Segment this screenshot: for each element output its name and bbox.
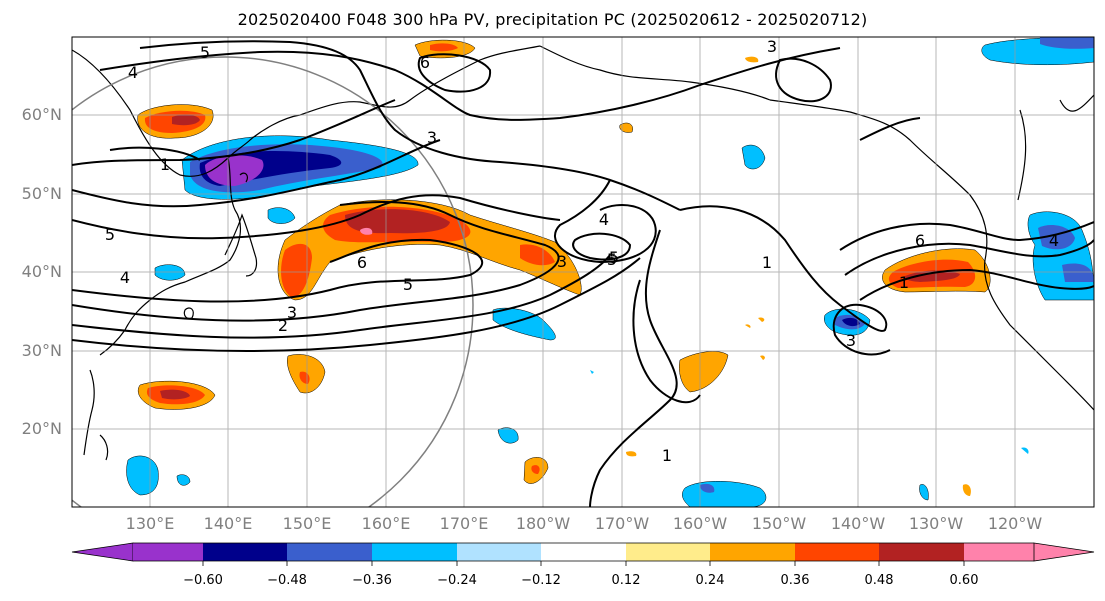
lon-label-150w: 150°W (751, 514, 807, 533)
coastlines (72, 45, 1094, 461)
contour-label: 5 (403, 275, 413, 294)
colorbar-segment (879, 543, 964, 561)
precipitation-shading (126, 37, 1094, 507)
lon-label-150e: 150°E (282, 514, 332, 533)
colorbar-segment (287, 543, 372, 561)
colorbar-segment (203, 543, 287, 561)
contour-label: 5 (200, 43, 210, 62)
lon-label-130w: 130°W (908, 514, 964, 533)
lon-label-160w: 160°W (672, 514, 728, 533)
colorbar-extend-high (1033, 542, 1095, 562)
colorbar-tick-label: −0.48 (267, 573, 307, 588)
colorbar-segment (626, 543, 710, 561)
lon-label-140w: 140°W (830, 514, 886, 533)
colorbar-extend-low (71, 542, 134, 562)
colorbar-tick-label: 0.12 (611, 573, 641, 588)
colorbar-tick-label: −0.36 (352, 573, 392, 588)
colorbar-segment (710, 543, 795, 561)
contour-label: 6 (915, 231, 925, 250)
colorbar-tick-label: 0.48 (864, 573, 894, 588)
figure-title: 2025020400 F048 300 hPa PV, precipitatio… (237, 10, 868, 29)
colorbar-segment (795, 543, 879, 561)
range-circle (72, 56, 474, 507)
colorbar-tick-label: 0.24 (695, 573, 725, 588)
contour-label: 1 (662, 446, 672, 465)
colorbar-segment (457, 543, 541, 561)
lat-label-50n: 50°N (21, 184, 62, 203)
map-border (71, 36, 1095, 508)
lon-label-140e: 140°E (203, 514, 253, 533)
contour-label: 3 (557, 252, 567, 271)
colorbar-tick-label: −0.12 (521, 573, 561, 588)
lon-label-160e: 160°E (361, 514, 411, 533)
lat-label-60n: 60°N (21, 105, 62, 124)
lat-label-30n: 30°N (21, 341, 62, 360)
lon-label-120w: 120°W (987, 514, 1043, 533)
contour-label: 3 (427, 128, 437, 147)
colorbar-segment (372, 543, 457, 561)
contour-label: 4 (1049, 231, 1059, 250)
lon-label-180w: 180°W (515, 514, 571, 533)
colorbar-segment (541, 543, 626, 561)
lon-label-130e: 130°E (125, 514, 175, 533)
lon-label-170w: 170°W (594, 514, 650, 533)
contour-label: 6 (420, 53, 430, 72)
colorbar-tick-label: 0.36 (780, 573, 810, 588)
colorbar-tick-label: 0.60 (949, 573, 979, 588)
contour-label: 3 (287, 303, 297, 322)
colorbar-segment (133, 543, 203, 561)
colorbar-tick-label: −0.60 (183, 573, 223, 588)
contour-label: 5 (609, 248, 619, 267)
lat-label-20n: 20°N (21, 419, 62, 438)
contour-label: 4 (128, 63, 138, 82)
contour-label: 6 (357, 253, 367, 272)
contour-label-group: 5 4 6 3 3 1 5 2 3 6 5 4 5 3 1 3 6 4 1 1 … (105, 37, 1059, 465)
contour-label: 4 (599, 210, 609, 229)
contour-label: 1 (762, 253, 772, 272)
colorbar-tick-label: −0.24 (437, 573, 477, 588)
contour-label: 2 (278, 316, 288, 335)
colorbar-segment (964, 543, 1034, 561)
contour-label: 1 (160, 155, 170, 174)
contour-label: 1 (899, 273, 909, 292)
contour-label: 4 (120, 268, 130, 287)
contour-label: 3 (767, 37, 777, 56)
contour-label: 5 (105, 225, 115, 244)
contour-label: 5 (607, 250, 617, 269)
pv-contours (72, 40, 1094, 507)
lon-label-170e: 170°E (439, 514, 489, 533)
lat-label-40n: 40°N (21, 262, 62, 281)
contour-label: 3 (846, 331, 856, 350)
colorbar (71, 542, 1095, 566)
